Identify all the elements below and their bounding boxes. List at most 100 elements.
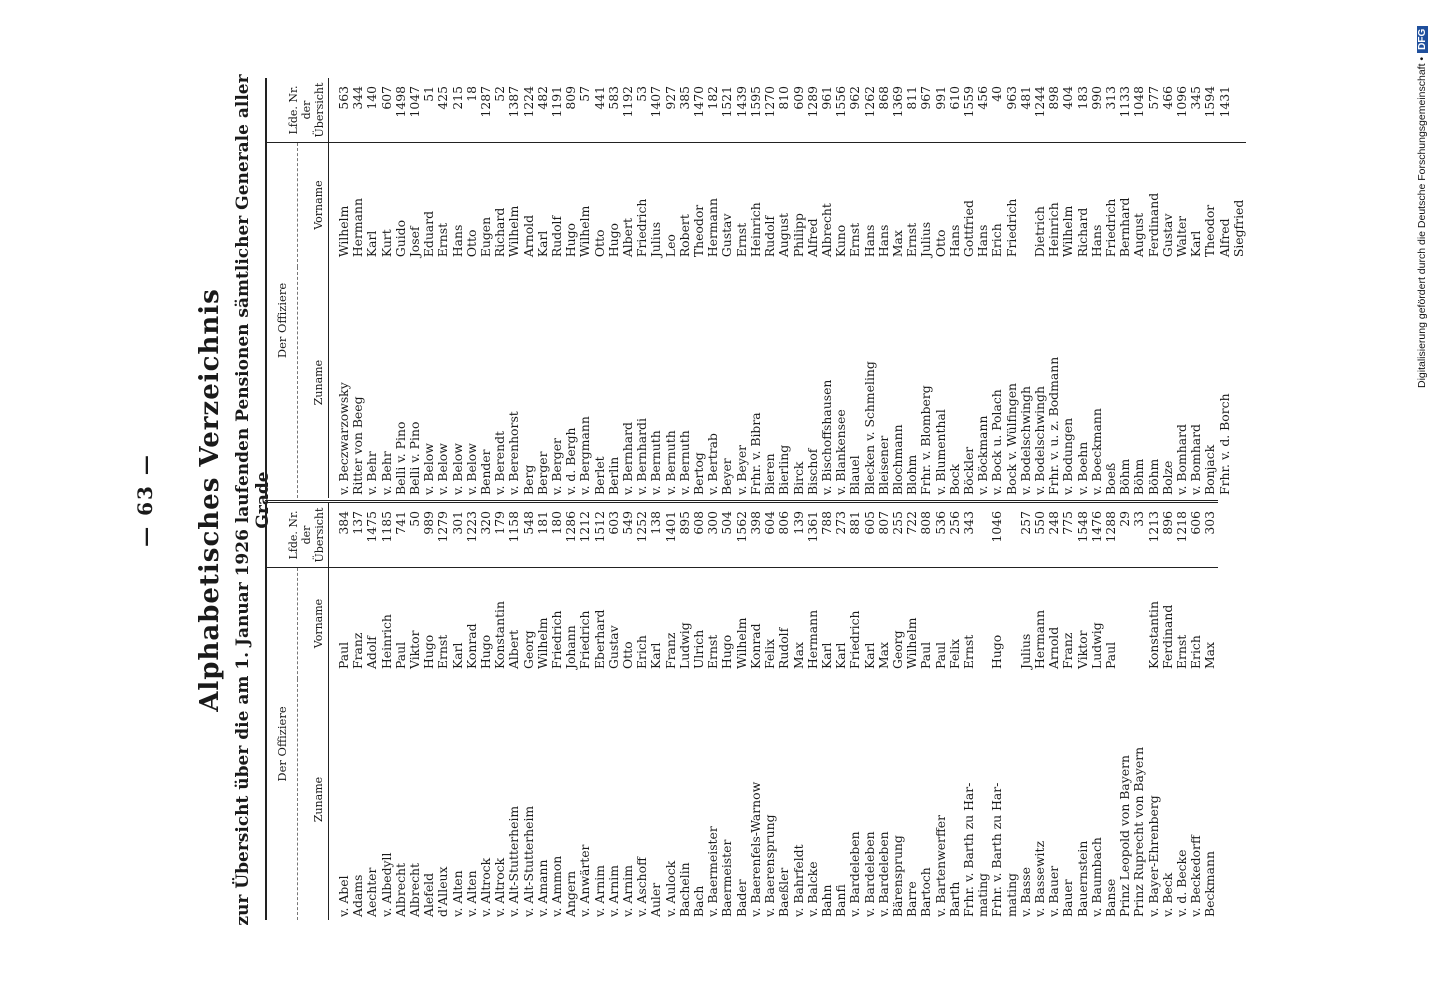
surname-cell: Berlet: [591, 456, 607, 495]
nr-cell: 1158: [506, 501, 522, 568]
firstname-cell: Guido: [392, 219, 408, 258]
table-row: Bleisener Hans 868: [875, 78, 891, 498]
table-row: v. Bernuth Robert 385: [676, 78, 693, 498]
surname-cell: v. Bodelschwingh: [1017, 386, 1033, 495]
firstname-cell: Viktor: [407, 630, 423, 670]
table-row: v. Anwärter Friedrich 1212: [577, 501, 593, 921]
table-row: v. Bernhardi Friedrich 53: [634, 78, 650, 498]
surname-cell: v. Bardeleben: [861, 831, 877, 917]
firstname-column-header: Vorname: [297, 142, 329, 268]
firstname-cell: Hugo: [421, 634, 437, 670]
nr-cell: 741: [393, 501, 409, 568]
firstname-cell: Robert: [676, 214, 692, 258]
table-row: Bock Hans 610: [946, 78, 962, 498]
nr-cell: 609: [791, 78, 806, 143]
table-row: Bieren Rudolf 1270: [762, 78, 778, 498]
table-row: Berlet Otto 441: [591, 78, 607, 498]
firstname-cell: Paul: [336, 641, 351, 670]
table-row: Bonjack Theodor 1594: [1202, 78, 1218, 498]
surname-cell: Bauernstein: [1074, 840, 1090, 917]
table-row: Bischof Alfred 1289: [804, 78, 820, 498]
surname-cell: v. Arnim: [591, 865, 607, 917]
nr-cell: 1401: [663, 501, 678, 568]
table-row: Belli v. Pino Josef 1047: [407, 78, 423, 498]
surname-cell: Bischof: [804, 448, 820, 495]
surname-cell: Auler: [648, 882, 664, 917]
surname-cell: Frhr. v. d. Borch: [1216, 393, 1232, 495]
firstname-cell: Hans: [946, 224, 962, 258]
table-row: v. Baermeister Ernst 300: [705, 501, 721, 921]
firstname-cell: Heinrich: [747, 202, 763, 258]
nr-cell: 40: [989, 78, 1005, 143]
firstname-cell: Theodor: [691, 204, 707, 258]
firstname-cell: Hans: [861, 224, 877, 258]
nr-cell: 344: [350, 78, 366, 143]
nr-cell: 482: [535, 78, 551, 143]
nr-cell: 273: [833, 501, 849, 568]
firstname-cell: Hugo: [563, 222, 579, 258]
firstname-cell: Ferdinand: [1145, 192, 1161, 258]
surname-cell: Alefeld: [421, 872, 437, 917]
surname-cell: v. Behr: [378, 451, 394, 495]
nr-cell: 991: [933, 78, 948, 143]
surname-cell: Bauer: [1060, 879, 1076, 917]
surname-cell: Bock v. Wülfingen: [1003, 382, 1019, 495]
firstname-cell: Karl: [364, 230, 380, 258]
surname-cell: Frhr. v. Blomberg: [918, 385, 934, 495]
nr-cell: 313: [1103, 78, 1119, 143]
nr-cell: 385: [677, 78, 693, 143]
firstname-cell: Friedrich: [1102, 198, 1118, 258]
firstname-cell: Alfred: [1216, 218, 1232, 258]
firstname-cell: Richard: [492, 207, 508, 258]
table-row: Berlin Hugo 583: [606, 78, 622, 498]
surname-cell: Bolze: [1159, 460, 1175, 495]
nr-cell: 604: [762, 501, 778, 568]
firstname-cell: Walter: [1173, 215, 1189, 258]
surname-cell: Bleisener: [875, 435, 891, 495]
surname-cell: Adams: [350, 874, 366, 917]
nr-cell: 989: [421, 501, 437, 568]
nr-cell: 303: [1202, 501, 1218, 568]
table-row: v. Alt-Stutterheim Albert 1158: [506, 501, 522, 921]
firstname-cell: Gottfried: [960, 200, 976, 258]
table-row: v. Bardeleben Karl 605: [861, 501, 877, 921]
firstname-cell: Franz: [662, 632, 678, 670]
table-row: Bahn Karl 788: [819, 501, 835, 921]
surname-cell: v. Beckedorff: [1188, 835, 1204, 917]
nr-cell: 139: [791, 501, 806, 568]
table-row: mating: [1004, 501, 1019, 921]
surname-cell: Barth: [946, 881, 962, 917]
surname-cell: Banfi: [833, 884, 849, 917]
firstname-cell: Otto: [591, 229, 607, 258]
table-row: v. Baumbach Ludwig 1476: [1089, 501, 1104, 921]
surname-cell: Frhr. v. u. z. Bodmann: [1046, 356, 1062, 495]
firstname-cell: Kurt: [378, 229, 394, 258]
nr-header-line2: der: [300, 100, 313, 120]
surname-cell: v. Below: [421, 443, 437, 495]
table-row: v. Abel Paul 384: [328, 501, 352, 921]
table-row: Barre Wilhelm 722: [904, 501, 920, 921]
nr-cell: 33: [1131, 501, 1147, 568]
table-row: v. Blumenthal Otto 991: [933, 78, 948, 498]
surname-cell: Belli v. Pino: [392, 421, 408, 495]
surname-cell: v. Bardeleben: [847, 831, 863, 917]
table-row: v. Behr Karl 140: [364, 78, 380, 498]
surname-cell: v. Basse: [1017, 867, 1033, 917]
table-row: v. Arnim Eberhard 1512: [591, 501, 607, 921]
nr-cell: 1244: [1032, 78, 1048, 143]
firstname-cell: Georg: [520, 630, 536, 670]
surname-column-header: Zuname: [297, 679, 329, 920]
nr-cell: 610: [947, 78, 962, 143]
firstname-cell: Julius: [1017, 633, 1033, 670]
firstname-cell: Johann: [563, 625, 579, 670]
surname-cell: v. Bardeleben: [875, 831, 891, 917]
firstname-cell: Dietrich: [1031, 206, 1047, 258]
nr-cell: 481: [1018, 78, 1033, 143]
surname-cell: Albrecht: [407, 863, 423, 917]
table-row: v. Boehn Richard 183: [1075, 78, 1090, 498]
nr-cell: 722: [904, 501, 920, 568]
surname-cell: d'Alleux: [435, 866, 451, 917]
table-row: Bauer Franz 775: [1060, 501, 1076, 921]
firstname-cell: Franz: [350, 632, 366, 670]
nr-cell: 1562: [734, 501, 749, 568]
